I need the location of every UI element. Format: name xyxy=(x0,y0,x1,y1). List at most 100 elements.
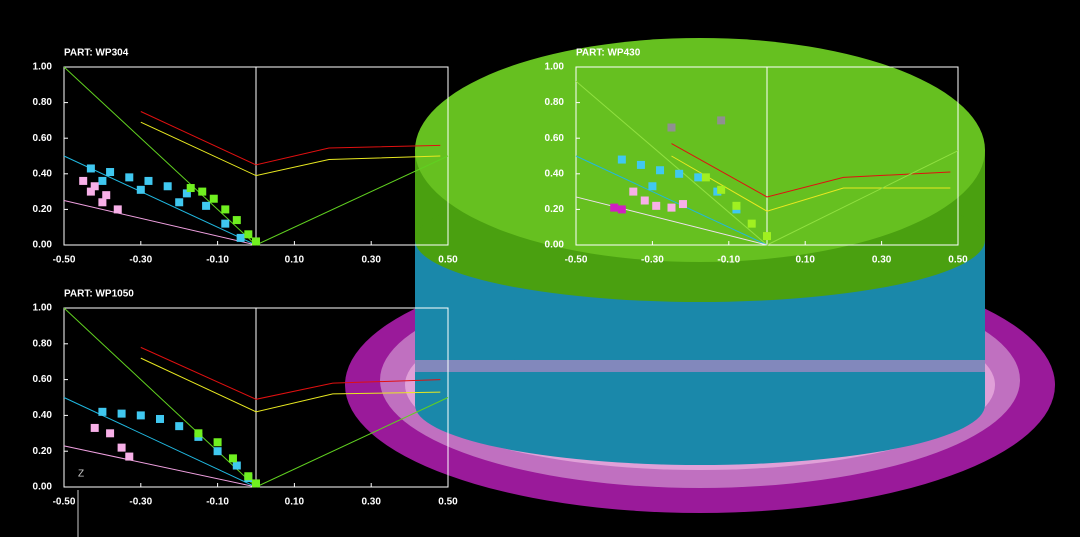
y-tick-label: 1.00 xyxy=(33,62,53,73)
strain-point xyxy=(113,205,122,214)
strain-point xyxy=(117,443,126,452)
strain-point xyxy=(617,155,626,164)
strain-point xyxy=(675,169,684,178)
strain-point xyxy=(747,219,756,228)
strain-point xyxy=(186,184,195,193)
strain-point xyxy=(228,454,237,463)
y-tick-label: 0.60 xyxy=(545,133,565,144)
limit-curve xyxy=(140,357,441,413)
x-tick-label: 0.10 xyxy=(285,255,305,266)
part-model xyxy=(345,38,1055,513)
strain-point xyxy=(90,423,99,432)
x-tick-label: 0.10 xyxy=(795,255,815,266)
y-tick-label: 0.00 xyxy=(545,240,565,251)
strain-point xyxy=(213,447,222,456)
strain-point xyxy=(667,203,676,212)
strain-point xyxy=(232,461,241,470)
strain-point xyxy=(221,205,230,214)
strain-point xyxy=(144,176,153,185)
strain-point xyxy=(175,198,184,207)
x-tick-label: 0.10 xyxy=(285,497,305,508)
strain-point xyxy=(717,116,726,125)
x-tick-label: 0.50 xyxy=(438,255,458,266)
strain-point xyxy=(102,191,111,200)
x-tick-label: 0.30 xyxy=(872,255,892,266)
chart-title: PART: WP304 xyxy=(64,48,129,59)
strain-point xyxy=(232,216,241,225)
strain-point xyxy=(90,182,99,191)
x-tick-label: -0.30 xyxy=(129,255,152,266)
strain-point xyxy=(694,173,703,182)
body-bottom xyxy=(415,345,985,465)
y-tick-label: 0.80 xyxy=(33,338,53,349)
strain-point xyxy=(182,189,191,198)
strain-point xyxy=(667,123,676,132)
x-tick-label: 0.30 xyxy=(361,255,381,266)
strain-point xyxy=(136,185,145,194)
top-cap xyxy=(415,38,985,262)
chart-title: PART: WP1050 xyxy=(64,289,134,300)
strain-point xyxy=(717,185,726,194)
strain-point xyxy=(136,411,145,420)
x-tick-label: -0.50 xyxy=(53,497,76,508)
strain-point xyxy=(732,201,741,210)
strain-point xyxy=(763,232,771,241)
strain-point xyxy=(98,198,107,207)
y-tick-label: 0.60 xyxy=(33,133,53,144)
strain-point xyxy=(236,233,245,242)
strain-point xyxy=(106,429,115,438)
limit-curve xyxy=(140,346,441,400)
limit-curve xyxy=(63,445,257,488)
y-tick-label: 0.40 xyxy=(33,168,53,179)
strain-point xyxy=(175,422,184,431)
limit-curve xyxy=(575,196,768,246)
x-tick-label: -0.50 xyxy=(565,255,588,266)
y-tick-label: 0.40 xyxy=(33,410,53,421)
y-tick-label: 0.20 xyxy=(33,204,53,215)
strain-point xyxy=(640,196,649,205)
x-tick-label: -0.10 xyxy=(206,255,229,266)
strain-point xyxy=(636,160,645,169)
strain-point xyxy=(252,479,260,488)
strain-point xyxy=(194,429,203,438)
x-tick-label: -0.10 xyxy=(717,255,740,266)
strain-point xyxy=(156,414,164,423)
strain-point xyxy=(252,237,260,246)
strain-point xyxy=(198,187,207,196)
limit-curve xyxy=(575,155,768,246)
strain-point xyxy=(610,203,619,212)
limit-curve xyxy=(140,121,441,177)
strain-point xyxy=(221,219,230,228)
limit-curve xyxy=(671,155,951,212)
x-tick-label: -0.30 xyxy=(641,255,664,266)
strain-point xyxy=(106,168,115,177)
y-tick-label: 1.00 xyxy=(33,303,53,314)
strain-point xyxy=(125,452,134,461)
strain-point xyxy=(202,201,211,210)
strain-point xyxy=(117,409,126,418)
x-tick-label: -0.30 xyxy=(129,497,152,508)
strain-point xyxy=(86,164,95,173)
x-tick-label: -0.10 xyxy=(206,497,229,508)
y-tick-label: 0.20 xyxy=(545,204,565,215)
limit-curve xyxy=(63,200,257,246)
body-stripe xyxy=(415,360,985,372)
strain-point xyxy=(98,407,107,416)
y-tick-label: 0.40 xyxy=(545,168,565,179)
strain-point xyxy=(617,205,626,214)
strain-point xyxy=(701,173,710,182)
y-tick-label: 0.20 xyxy=(33,446,53,457)
y-tick-label: 0.00 xyxy=(33,240,53,251)
strain-point xyxy=(656,166,665,175)
strain-point xyxy=(209,194,218,203)
chart-title: PART: WP430 xyxy=(576,48,641,59)
strain-point xyxy=(213,438,222,447)
y-tick-label: 0.60 xyxy=(33,374,53,385)
strain-point xyxy=(244,472,253,481)
strain-point xyxy=(79,176,88,185)
strain-point xyxy=(125,173,134,182)
y-tick-label: 0.80 xyxy=(33,97,53,108)
strain-point xyxy=(648,182,657,191)
x-tick-label: 0.30 xyxy=(361,497,381,508)
